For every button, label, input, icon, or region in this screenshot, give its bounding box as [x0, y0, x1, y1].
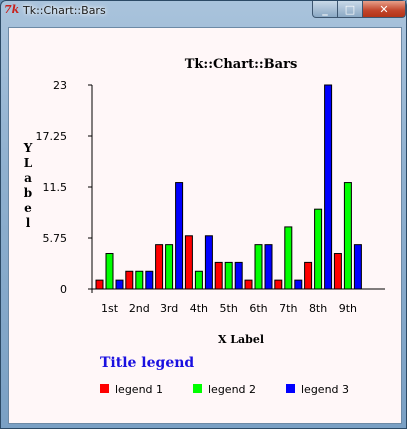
- y-tick-label: 0: [60, 283, 67, 296]
- bar-legend-2-9th: [343, 182, 352, 290]
- bar-legend-2-8th: [314, 208, 323, 290]
- legend-title: Title legend: [100, 355, 194, 371]
- window-title: Tk::Chart::Bars: [23, 4, 106, 17]
- y-axis-label-char: l: [26, 216, 31, 230]
- y-axis-label-char: Y: [23, 141, 33, 155]
- x-tick-label: 9th: [339, 302, 357, 315]
- chart-title: Tk::Chart::Bars: [185, 57, 298, 72]
- y-axis-label-char: b: [24, 186, 32, 200]
- y-axis-label-char: a: [24, 171, 32, 185]
- bar-legend-2-1st: [105, 253, 114, 290]
- y-tick-label: 23: [53, 79, 67, 92]
- x-tick-label: 6th: [249, 302, 267, 315]
- legend-label-3: legend 3: [301, 383, 349, 396]
- bar-legend-3-7th: [294, 279, 303, 290]
- bar-chart: Tk::Chart::Bars X Label Title legend YLa…: [23, 57, 385, 396]
- x-tick-label: 7th: [279, 302, 297, 315]
- bar-legend-1-2nd: [125, 270, 134, 290]
- legend-swatch-3: [286, 384, 295, 393]
- bar-legend-3-2nd: [145, 270, 154, 290]
- bar-legend-3-9th: [353, 244, 362, 290]
- bar-legend-2-3rd: [165, 244, 174, 290]
- bar-legend-1-5th: [214, 261, 223, 290]
- bar-legend-1-9th: [333, 253, 342, 290]
- x-tick-label: 1st: [101, 302, 119, 315]
- bar-legend-1-1st: [95, 279, 104, 290]
- bar-legend-1-4th: [184, 235, 193, 290]
- tk-feather-icon: 7k: [4, 3, 20, 16]
- minimize-button[interactable]: _: [312, 1, 338, 18]
- bar-legend-1-8th: [304, 261, 313, 290]
- bar-legend-3-8th: [324, 84, 333, 290]
- x-tick-label: 3rd: [160, 302, 178, 315]
- bar-legend-3-1st: [115, 279, 124, 290]
- close-button[interactable]: ✕: [362, 1, 406, 18]
- x-tick-label: 2nd: [129, 302, 150, 315]
- y-tick-label: 5.75: [43, 232, 68, 245]
- y-tick-label: 17.25: [36, 130, 68, 143]
- y-tick-label: 11.5: [43, 181, 68, 194]
- bar-legend-1-7th: [274, 279, 283, 290]
- bar-legend-2-4th: [194, 270, 203, 290]
- bar-legend-1-3rd: [155, 244, 164, 290]
- bar-legend-2-2nd: [135, 270, 144, 290]
- x-axis-label: X Label: [218, 333, 264, 346]
- maximize-icon: □: [344, 2, 356, 16]
- minimize-icon: _: [322, 2, 328, 16]
- title-bar[interactable]: 7k Tk::Chart::Bars _ □ ✕: [1, 1, 406, 21]
- legend-label-1: legend 1: [115, 383, 163, 396]
- legend-swatch-1: [100, 384, 109, 393]
- y-axis-label-char: L: [24, 156, 33, 170]
- bar-legend-1-6th: [244, 279, 253, 290]
- close-icon: ✕: [379, 2, 389, 16]
- bar-legend-3-3rd: [175, 182, 184, 290]
- maximize-button[interactable]: □: [337, 1, 363, 18]
- legend-label-2: legend 2: [208, 383, 256, 396]
- x-tick-label: 8th: [309, 302, 327, 315]
- bar-legend-3-4th: [204, 235, 213, 290]
- bar-legend-2-5th: [224, 261, 233, 290]
- x-tick-label: 5th: [220, 302, 238, 315]
- bar-legend-3-6th: [264, 244, 273, 290]
- bar-legend-2-7th: [284, 226, 293, 290]
- y-axis-label-char: e: [24, 201, 32, 215]
- bar-legend-3-5th: [234, 261, 243, 290]
- legend-swatch-2: [193, 384, 202, 393]
- bar-legend-2-6th: [254, 244, 263, 290]
- x-tick-label: 4th: [190, 302, 208, 315]
